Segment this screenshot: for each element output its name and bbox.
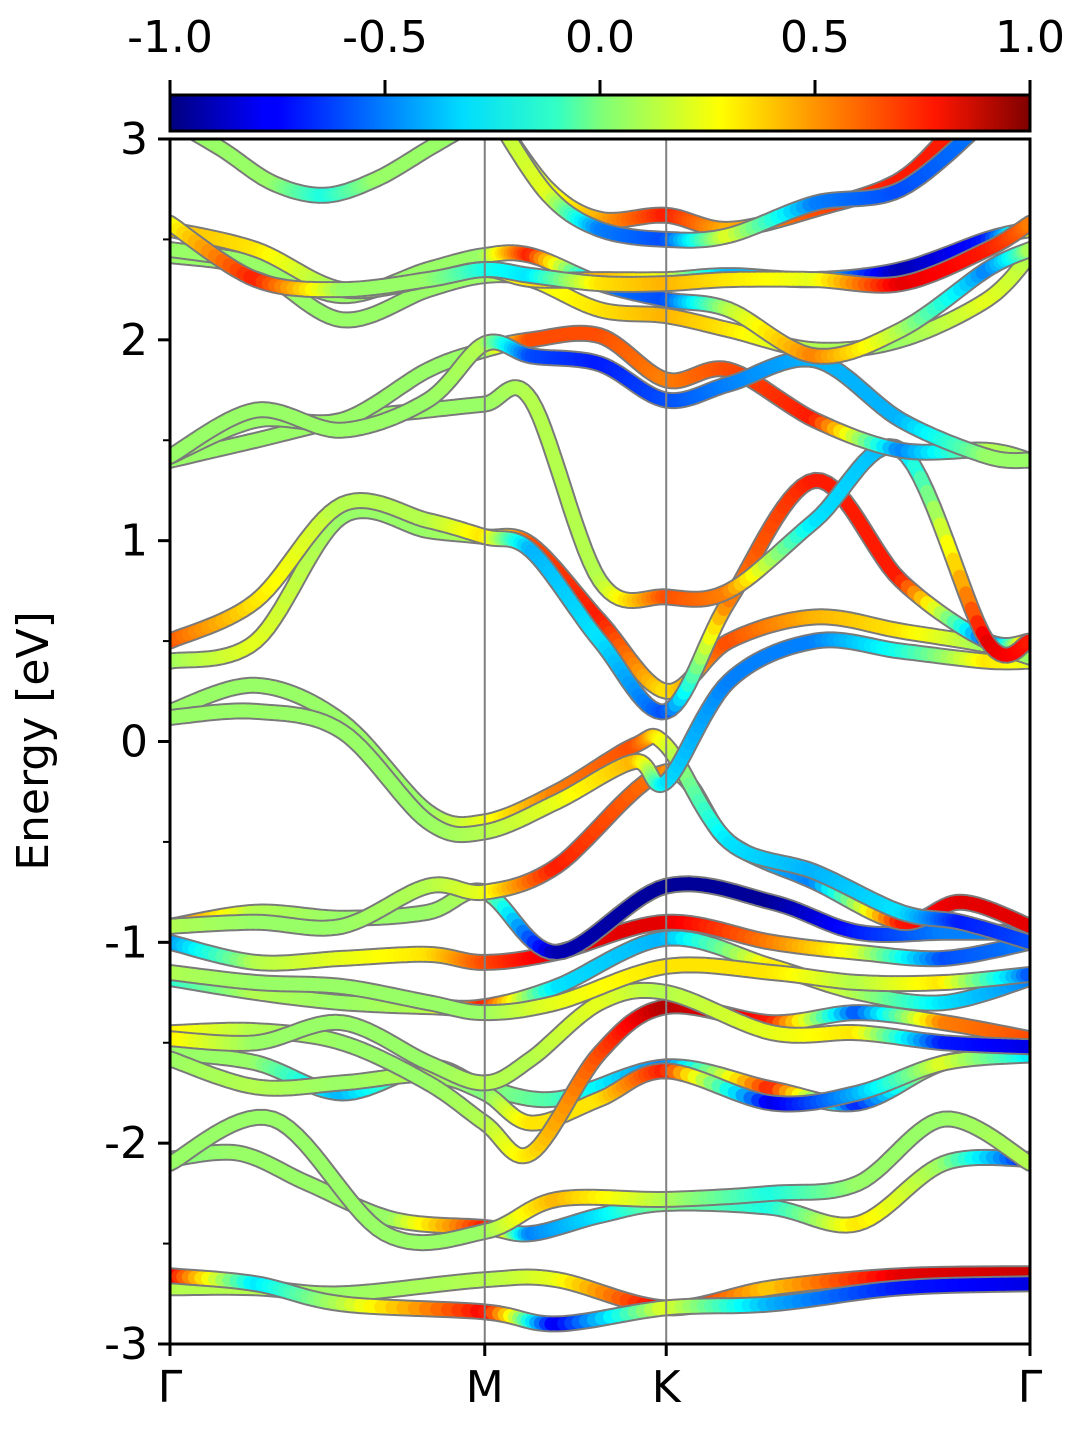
colorbar-tick-label: 0.0: [565, 12, 635, 63]
band-7: [170, 981, 1030, 1092]
band-9: [170, 956, 1030, 1022]
band-segment: [938, 139, 953, 144]
y-tick-label: 3: [120, 114, 148, 165]
band-16: [170, 471, 1030, 721]
band-23: [170, 214, 1030, 299]
y-axis-label: Energy [eV]: [8, 611, 59, 871]
band-14: [170, 631, 1030, 844]
y-tick-label: -3: [104, 1319, 148, 1370]
bands: [170, 139, 1030, 1333]
x-tick-label: Γ: [1018, 1362, 1043, 1413]
colorbar-tick-label: 1.0: [995, 12, 1065, 63]
y-tick-label: -1: [104, 917, 148, 968]
colorbar-tick-label: -0.5: [342, 12, 428, 63]
plot-frame: [168, 137, 1032, 1346]
band-26: [499, 139, 978, 249]
x-tick-label: K: [652, 1362, 682, 1413]
band-outline: [170, 471, 1030, 721]
band-24: [188, 139, 463, 204]
y-tick-label: 2: [120, 315, 148, 366]
y-axis-ticks: -3 -2 -1 0 1 2 3: [104, 114, 170, 1370]
high-symmetry-lines: [483, 139, 668, 1344]
colorbar-ticks: -1.0 -0.5 0.0 0.5 1.0: [127, 12, 1065, 95]
x-tick-label: M: [466, 1362, 504, 1413]
y-tick-label: 0: [120, 717, 148, 768]
y-tick-label: 1: [120, 516, 148, 567]
x-tick-label: Γ: [158, 1362, 183, 1413]
colorbar-gradient: [168, 93, 1032, 133]
band-segment: [442, 139, 458, 144]
colorbar: -1.0 -0.5 0.0 0.5 1.0: [127, 12, 1065, 133]
band-segment: [192, 139, 208, 144]
colorbar-tick-label: -1.0: [127, 12, 213, 63]
band-outline: [170, 631, 1030, 844]
y-tick-label: -2: [104, 1118, 148, 1169]
colorbar-tick-label: 0.5: [780, 12, 850, 63]
band-3: [170, 1108, 1030, 1252]
